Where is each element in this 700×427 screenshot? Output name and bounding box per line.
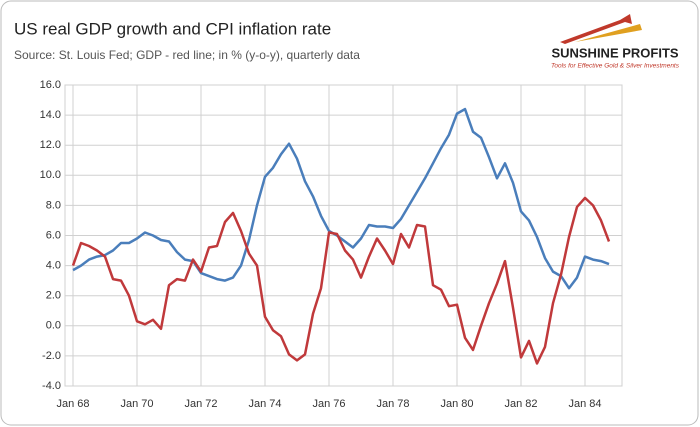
x-tick-label: Jan 74: [248, 398, 281, 410]
logo: SUNSHINE PROFITS Tools for Effective Gol…: [551, 14, 680, 70]
y-tick-label: 14.0: [40, 109, 61, 121]
y-tick-label: 6.0: [46, 229, 61, 241]
y-tick-label: 0.0: [46, 320, 61, 332]
x-tick-label: Jan 68: [56, 398, 89, 410]
y-tick-label: -2.0: [42, 350, 61, 362]
x-tick-label: Jan 76: [312, 398, 345, 410]
y-tick-label: 16.0: [40, 79, 61, 91]
series-line: [72, 107, 610, 290]
x-tick-label: Jan 70: [120, 398, 153, 410]
x-tick-label: Jan 78: [376, 398, 409, 410]
y-tick-label: -4.0: [42, 380, 61, 392]
logo-tagline: Tools for Effective Gold & Silver Invest…: [551, 63, 680, 70]
logo-arrow: [560, 14, 632, 44]
x-tick-label: Jan 84: [568, 398, 601, 410]
x-tick-label: Jan 82: [504, 398, 537, 410]
y-tick-label: 2.0: [46, 290, 61, 302]
series-line: [71, 196, 611, 365]
y-tick-label: 8.0: [46, 199, 61, 211]
logo-name: SUNSHINE PROFITS: [551, 45, 678, 60]
x-tick-label: Jan 72: [184, 398, 217, 410]
x-tick-label: Jan 80: [440, 398, 473, 410]
y-tick-label: 12.0: [40, 139, 61, 151]
y-tick-label: 4.0: [46, 260, 61, 272]
logo-arrow: [575, 24, 642, 42]
chart-subtitle: Source: St. Louis Fed; GDP - red line; i…: [14, 48, 360, 62]
chart-title: US real GDP growth and CPI inflation rat…: [14, 19, 331, 38]
y-tick-label: 10.0: [40, 169, 61, 181]
